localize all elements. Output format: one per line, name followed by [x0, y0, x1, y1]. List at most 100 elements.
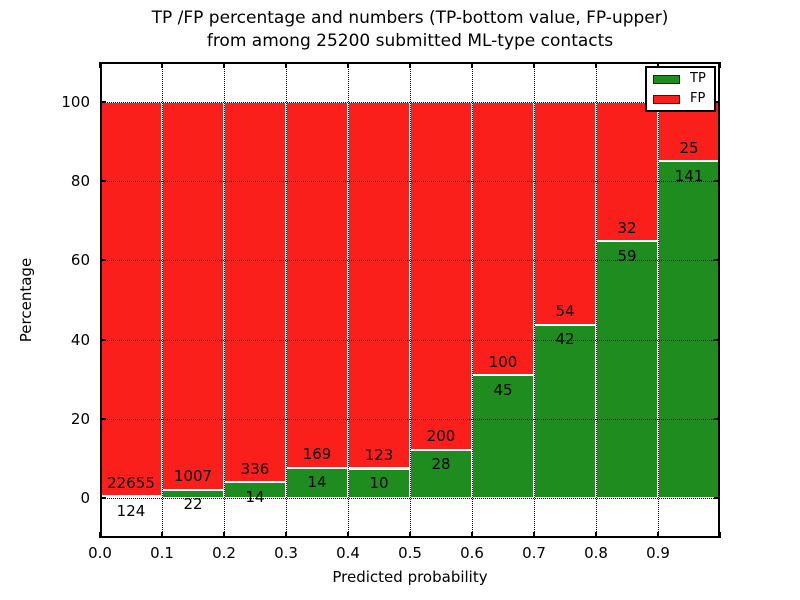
x-tick-label: 0.6 [460, 544, 484, 562]
x-tick-label: 0.7 [522, 544, 546, 562]
x-tick-mark [533, 62, 535, 68]
x-tick-mark [719, 532, 721, 538]
fp-count-label: 32 [617, 218, 637, 237]
tp-count-label: 141 [674, 166, 704, 185]
y-tick-label: 0 [80, 489, 90, 508]
fp-count-label: 336 [240, 459, 270, 478]
x-tick-mark [719, 62, 721, 68]
fp-bar-segment [410, 101, 472, 450]
fp-bar-segment [286, 101, 348, 468]
tp-bar-segment [658, 161, 720, 499]
gridline-x [533, 62, 535, 538]
x-tick-label: 0.5 [398, 544, 422, 562]
fp-bar-segment [348, 101, 410, 469]
tp-bar-segment [348, 468, 410, 499]
tp-count-label: 124 [116, 501, 146, 520]
x-tick-label: 0.1 [150, 544, 174, 562]
tp-legend-swatch [653, 74, 680, 84]
x-tick-mark [99, 62, 101, 68]
plot-area: TP FP 22655 124 1007 22 336 14 169 14 123 10 200 28… [99, 62, 721, 538]
y-tick-mark [100, 180, 106, 182]
tp-count-label: 42 [555, 330, 575, 349]
x-tick-mark [223, 62, 225, 68]
x-tick-mark [347, 532, 349, 538]
fp-count-label: 100 [488, 352, 518, 371]
tp-count-label: 59 [617, 246, 637, 265]
x-tick-label: 0.0 [88, 544, 112, 562]
x-tick-mark [533, 532, 535, 538]
fp-count-label: 1007 [173, 467, 213, 486]
tp-count-label: 45 [493, 380, 513, 399]
x-tick-mark [595, 532, 597, 538]
x-axis-label: Predicted probability [332, 568, 488, 586]
y-tick-mark [714, 338, 720, 341]
gridline-x [657, 62, 659, 538]
y-tick-label: 80 [70, 172, 90, 190]
tp-count-label: 14 [245, 487, 265, 506]
x-tick-mark [285, 62, 287, 68]
y-tick-label: 60 [70, 251, 90, 270]
fp-bar-segment [596, 101, 658, 242]
y-tick-mark [714, 180, 720, 182]
x-tick-label: 0.3 [274, 544, 298, 562]
gridline-x [285, 62, 287, 538]
x-tick-label: 0.9 [646, 544, 670, 562]
x-tick-mark [471, 62, 473, 68]
y-tick-mark [100, 259, 106, 262]
fp-bar-segment [534, 101, 596, 325]
gridline-x [161, 62, 163, 538]
x-tick-label: 0.8 [584, 544, 608, 562]
x-tick-mark [657, 62, 659, 68]
fp-bar-segment [224, 101, 286, 483]
y-tick-mark [714, 418, 720, 420]
x-tick-mark [595, 62, 597, 68]
tp-bar-segment [596, 241, 658, 499]
x-tick-mark [285, 532, 287, 538]
fp-bar-segment [162, 101, 224, 490]
gridline-x [223, 62, 225, 538]
fp-count-label: 169 [302, 445, 332, 464]
gridline-x [595, 62, 597, 538]
tp-count-label: 14 [307, 473, 327, 492]
tp-legend-label: TP [690, 71, 706, 86]
x-tick-mark [347, 62, 349, 68]
x-tick-label: 0.4 [336, 544, 360, 562]
y-tick-mark [100, 338, 106, 341]
tp-bar-segment [534, 324, 596, 499]
fp-count-label: 22655 [107, 473, 155, 492]
fp-legend-label: FP [690, 91, 706, 106]
gridline-x [409, 62, 411, 538]
fp-count-label: 123 [364, 446, 394, 464]
fp-bar-segment [472, 101, 534, 376]
x-tick-label: 0.2 [212, 544, 236, 562]
y-tick-label: 20 [70, 410, 90, 428]
x-tick-mark [471, 532, 473, 538]
tp-bar-segment [472, 375, 534, 499]
fp-legend-swatch [653, 94, 680, 104]
x-tick-mark [409, 62, 411, 68]
legend-entry-fp: FP [653, 92, 708, 106]
fp-bar-segment [100, 101, 162, 497]
y-axis-label: Percentage [17, 257, 35, 343]
tp-count-label: 28 [431, 455, 451, 474]
gridline-x [347, 62, 349, 538]
y-tick-mark [714, 497, 720, 500]
y-tick-mark [100, 418, 106, 420]
tp-count-label: 10 [369, 474, 389, 492]
x-tick-mark [161, 62, 163, 68]
y-tick-mark [100, 100, 106, 103]
chart-title-line-1: TP /FP percentage and numbers (TP-bottom… [151, 8, 669, 28]
fp-count-label: 200 [426, 427, 456, 446]
x-tick-mark [161, 532, 163, 538]
chart-title-line-2: from among 25200 submitted ML-type conta… [206, 31, 614, 51]
y-tick-label: 40 [70, 330, 90, 349]
y-tick-label: 100 [61, 92, 90, 111]
y-tick-mark [714, 100, 720, 103]
x-tick-mark [657, 532, 659, 538]
gridline-x [471, 62, 473, 538]
y-tick-mark [714, 259, 720, 262]
tp-count-label: 22 [183, 495, 203, 514]
legend-entry-tp: TP [653, 72, 708, 86]
y-tick-mark [100, 497, 106, 500]
